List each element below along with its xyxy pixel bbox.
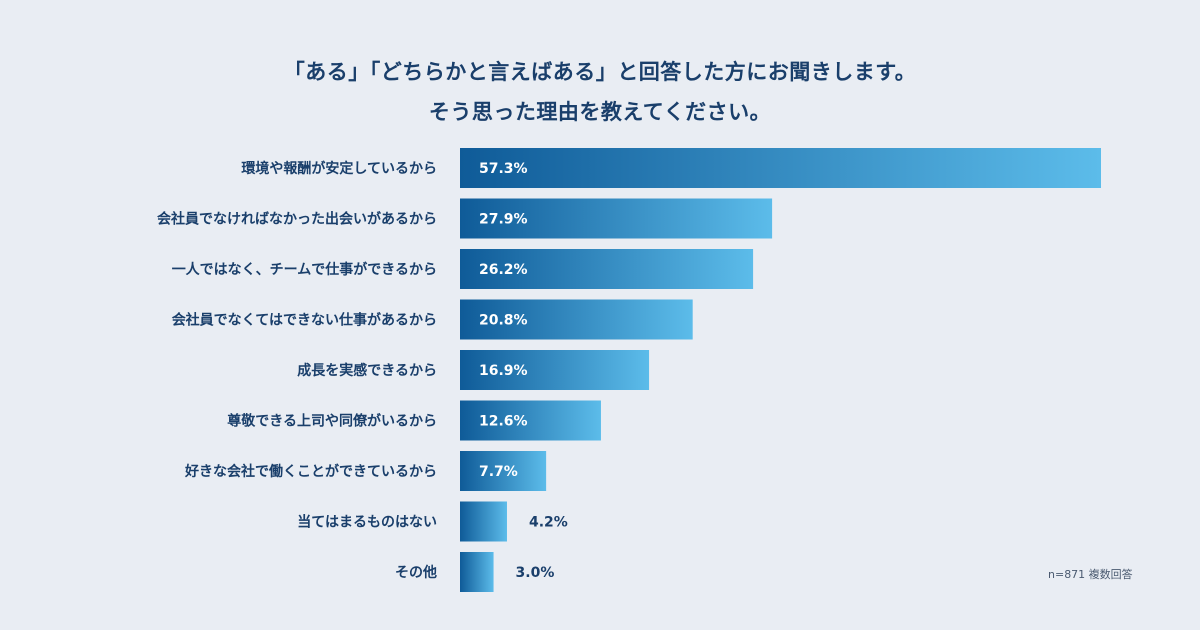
bars-group: 環境や報酬が安定しているから 57.3% 会社員でなければなかった出会いがあるから 2… — [157, 148, 1101, 592]
category-label: 当てはまるものはない — [297, 514, 437, 531]
category-label: 成長を実感できるから — [297, 362, 437, 379]
category-label: 尊敬できる上司や同僚がいるから — [227, 413, 437, 430]
category-label: 環境や報酬が安定しているから — [241, 160, 437, 177]
bar — [460, 198, 773, 239]
value-label: 7.7% — [479, 464, 518, 480]
sample-note: n=871 複数回答 — [1048, 568, 1133, 581]
chart-title-line-1: 「ある」「どちらかと言えばある」と回答した方にお聞きします。 — [283, 60, 917, 84]
bar — [460, 249, 754, 289]
bar — [460, 299, 693, 340]
bar — [460, 400, 601, 441]
category-label: その他 — [395, 564, 437, 581]
value-label: 20.8% — [479, 313, 528, 329]
value-label: 26.2% — [479, 262, 528, 278]
category-label: 会社員でなければなかった出会いがあるから — [157, 211, 437, 228]
bar — [460, 451, 547, 491]
value-label: 4.2% — [529, 515, 568, 531]
value-label: 27.9% — [479, 212, 528, 228]
value-label: 3.0% — [516, 565, 555, 581]
value-label: 12.6% — [479, 414, 528, 430]
category-label: 一人ではなく、チームで仕事ができるから — [172, 261, 437, 278]
bar — [460, 552, 494, 592]
bar — [460, 501, 507, 542]
bar — [460, 148, 1101, 188]
bar — [460, 350, 650, 390]
chart-title-line-2: そう思った理由を教えてください。 — [428, 100, 772, 124]
value-label: 57.3% — [479, 161, 528, 177]
category-label: 会社員でなくてはできない仕事があるから — [172, 312, 437, 329]
value-label: 16.9% — [479, 363, 528, 379]
category-label: 好きな会社で働くことができているから — [184, 463, 437, 480]
